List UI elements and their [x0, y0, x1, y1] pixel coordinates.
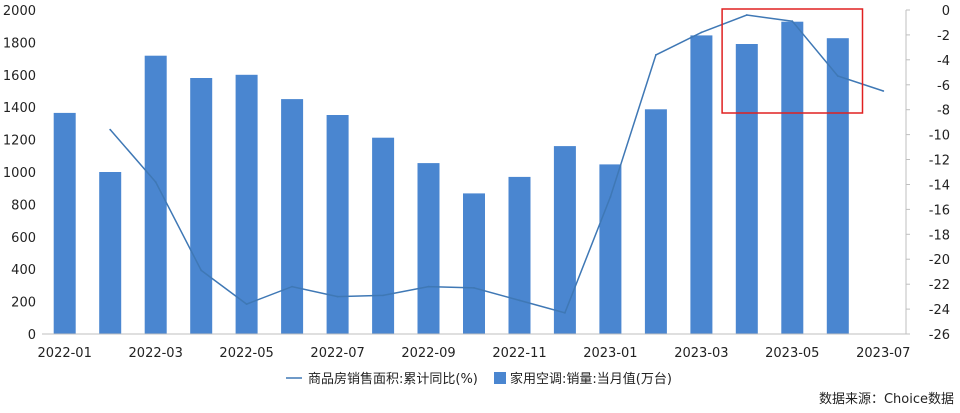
highlight-box	[721, 8, 864, 114]
line-point-2023-06	[836, 75, 839, 77]
y-left-tick-label: 800	[11, 198, 36, 213]
x-tick-label: 2022-09	[401, 346, 455, 361]
bar-2022-12	[553, 146, 576, 334]
bar-2022-01	[53, 112, 76, 335]
bars-layer	[53, 21, 849, 335]
x-tick-label: 2023-07	[856, 346, 910, 361]
line-point-2022-05	[245, 303, 248, 305]
series-line	[109, 14, 884, 314]
legend: 商品房销售面积:累计同比(%) 家用空调:销量:当月值(万台)	[286, 371, 672, 387]
bar-2023-06	[826, 38, 849, 334]
legend-bar-label: 家用空调:销量:当月值(万台)	[510, 371, 672, 387]
y-left-tick-label: 1600	[3, 69, 36, 84]
y-right-tick-label: -12	[929, 154, 950, 169]
x-tick-label: 2022-11	[492, 346, 546, 361]
y-left-tick-label: 400	[11, 263, 36, 278]
y-right-tick-label: -14	[929, 179, 950, 194]
line-point-2022-02	[109, 128, 112, 131]
y-left-tick-label: 0	[28, 328, 36, 343]
axes-layer: 20001800160014001200100080060040020000-2…	[3, 4, 950, 361]
bar-2022-07	[326, 115, 349, 334]
source-text: 数据来源：Choice数据	[819, 392, 954, 407]
y-left-tick-label: 2000	[3, 4, 36, 19]
y-right-tick-label: -20	[929, 253, 950, 268]
y-right-tick-label: -16	[929, 203, 950, 218]
y-right-tick-label: -24	[929, 303, 950, 318]
x-tick-label: 2023-01	[583, 346, 637, 361]
y-left-tick-label: 200	[11, 296, 36, 311]
bar-2022-04	[190, 78, 213, 334]
y-right-tick-label: -10	[929, 129, 950, 144]
line-point-2023-02	[655, 54, 657, 56]
x-tick-label: 2023-03	[674, 346, 728, 361]
line-point-2022-10	[473, 287, 475, 289]
line-layer	[109, 14, 885, 314]
legend-bar-swatch	[494, 372, 506, 384]
line-point-2022-12	[564, 311, 566, 314]
line-point-2022-06	[291, 285, 293, 288]
y-right-tick-label: -26	[929, 328, 950, 343]
line-point-2022-03	[154, 181, 157, 183]
y-left-tick-label: 1200	[3, 134, 36, 149]
bar-2023-03	[690, 35, 713, 335]
line-point-2023-03	[700, 31, 703, 34]
line-point-2022-04	[200, 269, 203, 272]
bar-2022-11	[508, 176, 531, 334]
y-right-tick-label: -18	[929, 228, 950, 243]
y-left-tick-label: 1800	[3, 36, 36, 51]
x-tick-label: 2022-05	[219, 346, 273, 361]
line-point-2022-09	[427, 285, 430, 288]
bar-2023-02	[644, 109, 667, 334]
y-right-tick-label: -4	[937, 54, 950, 69]
y-right-tick-label: -6	[937, 79, 950, 94]
bar-2023-01	[599, 164, 622, 334]
line-point-2023-07	[882, 90, 885, 92]
y-right-tick-label: -22	[929, 278, 950, 293]
bar-2022-09	[417, 163, 440, 334]
y-right-tick-label: -2	[937, 29, 950, 44]
y-left-tick-label: 1000	[3, 166, 36, 181]
bar-2022-02	[99, 172, 122, 334]
line-point-2023-04	[745, 14, 748, 16]
bar-2022-05	[235, 74, 258, 335]
legend-line-label: 商品房销售面积:累计同比(%)	[308, 371, 478, 387]
x-tick-label: 2023-05	[765, 346, 819, 361]
x-tick-label: 2022-03	[129, 346, 183, 361]
y-left-tick-label: 600	[11, 231, 36, 246]
bar-2022-08	[372, 137, 395, 334]
bar-2022-10	[463, 193, 485, 334]
y-right-tick-label: 0	[942, 4, 950, 19]
x-tick-label: 2022-01	[38, 346, 92, 361]
line-point-2022-07	[336, 295, 339, 298]
bar-2023-05	[781, 21, 804, 334]
bar-2022-06	[281, 99, 304, 334]
y-left-tick-label: 1400	[3, 101, 36, 116]
x-tick-label: 2022-07	[310, 346, 364, 361]
line-point-2023-01	[609, 196, 612, 198]
line-point-2022-11	[518, 299, 521, 302]
line-point-2023-05	[791, 20, 794, 23]
y-right-tick-label: -8	[937, 104, 950, 119]
highlight-layer	[721, 8, 864, 114]
line-point-2022-08	[382, 294, 384, 297]
bar-2023-04	[735, 44, 758, 334]
bar-2022-03	[144, 55, 167, 334]
